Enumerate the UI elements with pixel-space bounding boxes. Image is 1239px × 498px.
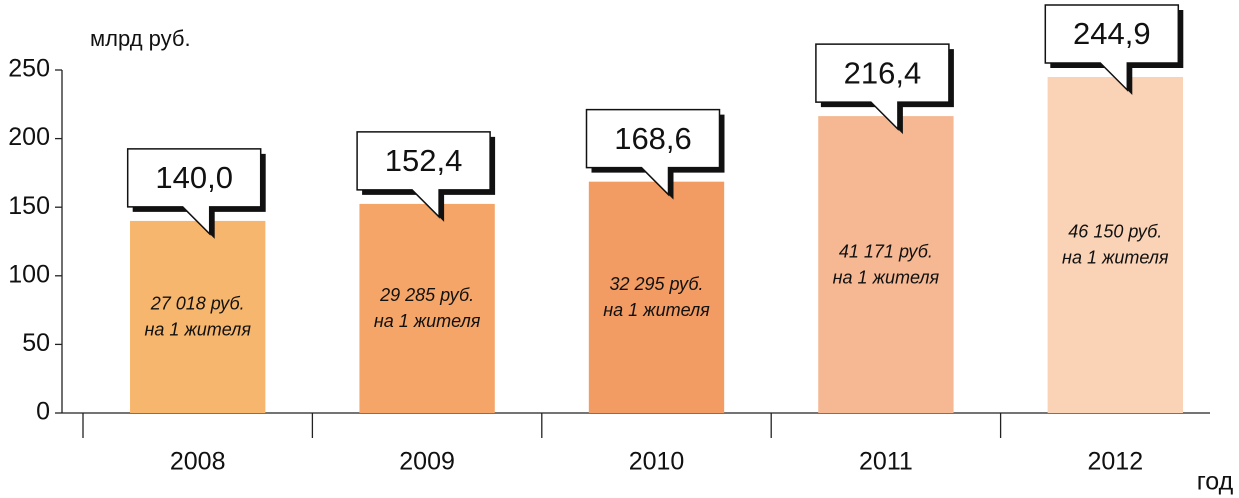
bar-note: 46 150 руб.	[1068, 222, 1162, 242]
bar	[359, 203, 495, 413]
bar	[130, 220, 266, 413]
value-label: 216,4	[844, 55, 922, 90]
value-label: 168,6	[614, 121, 692, 156]
bar-note: 27 018 руб.	[150, 294, 245, 314]
bar-note: 29 285 руб.	[379, 285, 474, 305]
value-label: 140,0	[155, 160, 233, 195]
y-tick-label: 0	[36, 398, 50, 426]
bar-note: на 1 жителя	[374, 311, 481, 331]
bar-note: на 1 жителя	[833, 267, 940, 287]
bar-note: на 1 жителя	[144, 320, 251, 340]
value-label: 244,9	[1073, 16, 1151, 51]
x-tick-label: 2012	[1087, 448, 1143, 476]
y-tick-label: 100	[8, 260, 50, 288]
x-tick-label: 2009	[399, 448, 455, 476]
y-tick-label: 50	[22, 329, 50, 357]
callout	[815, 43, 950, 131]
x-tick-label: 2008	[170, 448, 226, 476]
x-axis-label: год	[1197, 468, 1234, 496]
y-tick-label: 250	[8, 55, 50, 83]
callout	[126, 148, 262, 236]
value-label: 152,4	[385, 143, 463, 178]
callout	[1044, 4, 1180, 92]
bar-note: на 1 жителя	[1062, 248, 1169, 268]
bar	[818, 116, 954, 414]
bar	[588, 181, 725, 413]
callout	[585, 108, 721, 197]
bar-note: 32 295 руб.	[610, 274, 704, 294]
bar	[1047, 76, 1183, 414]
callout	[356, 131, 491, 219]
y-tick-label: 150	[8, 192, 50, 220]
x-tick-label: 2010	[629, 448, 685, 476]
x-tick-label: 2011	[859, 448, 913, 476]
y-tick-label: 200	[8, 123, 50, 151]
bar-note: на 1 жителя	[603, 300, 710, 320]
y-axis-label: млрд руб.	[90, 26, 191, 51]
bar-note: 41 171 руб.	[839, 241, 933, 261]
